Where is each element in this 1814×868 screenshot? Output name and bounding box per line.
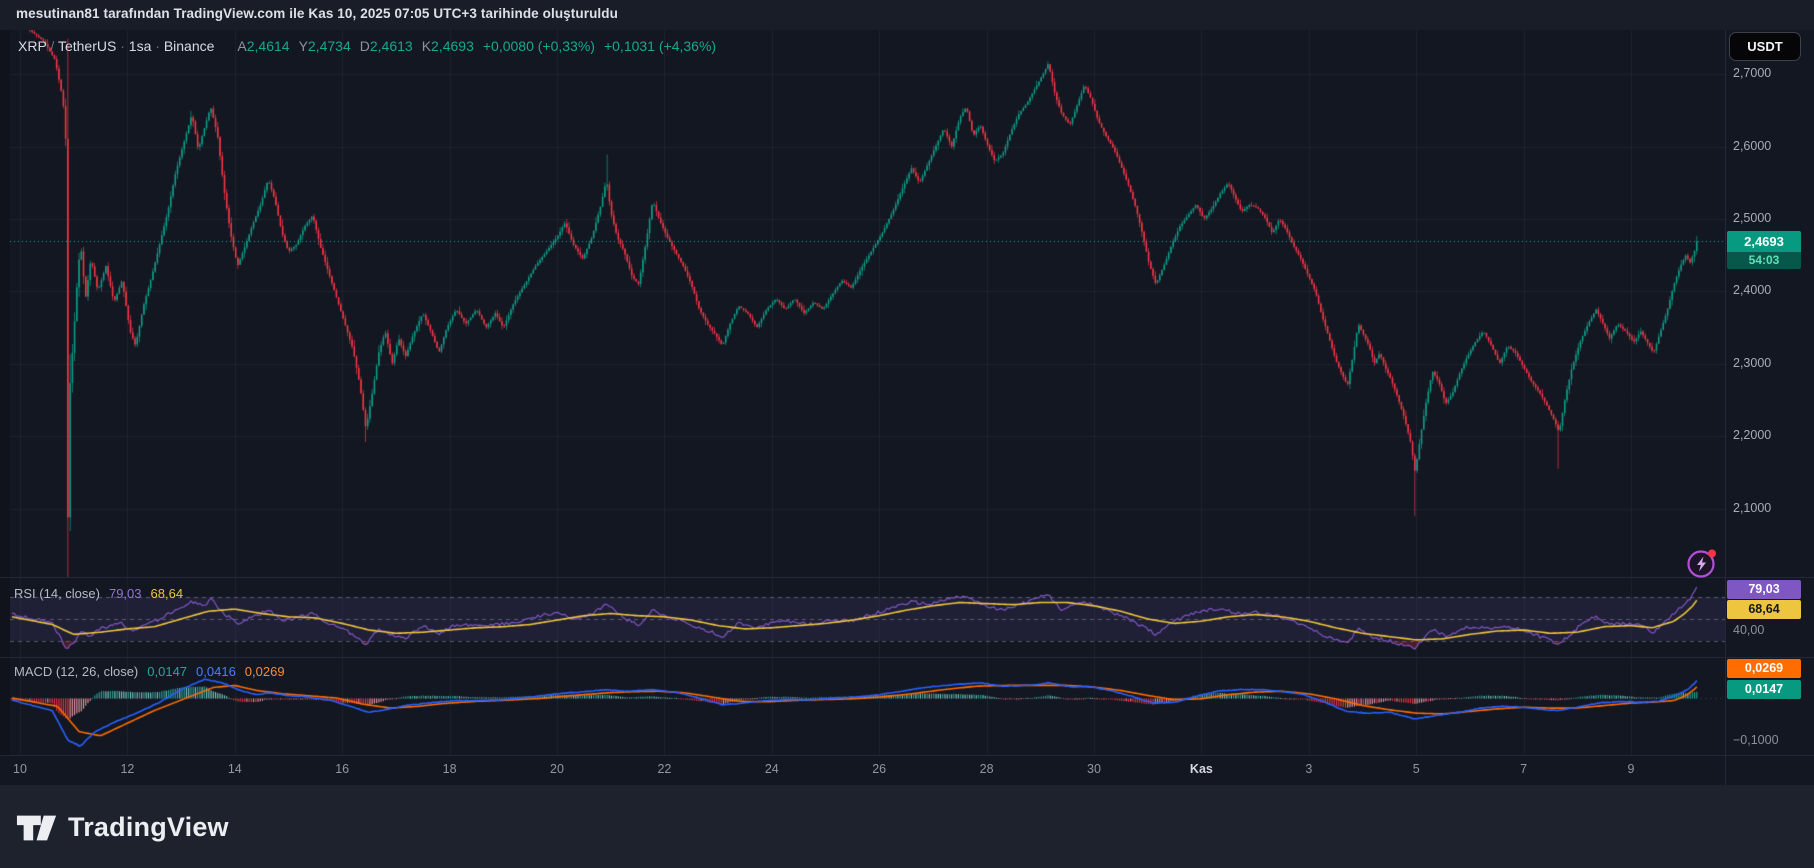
- time-axis-label: 30: [1064, 762, 1124, 776]
- time-axis-label: 5: [1386, 762, 1446, 776]
- price-axis-label: 2,5000: [1733, 211, 1811, 225]
- symbol-separator: ·: [151, 38, 163, 54]
- price-change: +0,1031 (+4,36%): [604, 38, 716, 54]
- attribution-text: mesutinan81 tarafından TradingView.com i…: [16, 6, 618, 21]
- time-axis-label: 16: [312, 762, 372, 776]
- footer-bar: TradingView: [0, 785, 1814, 868]
- price-axis-label: 2,3000: [1733, 356, 1811, 370]
- notification-dot: [1708, 550, 1716, 558]
- ohlc-value: 2,4614: [247, 38, 290, 54]
- macd-axis-label: −0,1000: [1733, 733, 1779, 747]
- rsi-legend-title: RSI (14, close): [14, 586, 100, 601]
- price-axis-label: 2,2000: [1733, 428, 1811, 442]
- indicator-value-badge: 0,0269: [1727, 659, 1801, 678]
- price-axis-label: 2,4000: [1733, 283, 1811, 297]
- macd-legend[interactable]: MACD (12, 26, close) 0,0147 0,0416 0,0269: [14, 664, 285, 679]
- time-axis-label: 12: [97, 762, 157, 776]
- indicator-value-badge: 0,0147: [1727, 680, 1801, 699]
- rsi-axis-label: 40,00: [1733, 623, 1764, 637]
- ohlc-value: 2,4734: [308, 38, 351, 54]
- current-price-badge: 2,4693 54:03: [1727, 231, 1801, 250]
- macd-legend-title: MACD (12, 26, close): [14, 664, 138, 679]
- currency-toggle-button[interactable]: USDT: [1729, 32, 1801, 61]
- legend-value: 0,0416: [196, 664, 236, 679]
- attribution-bar: mesutinan81 tarafından TradingView.com i…: [0, 0, 1814, 30]
- legend-value: 0,0147: [147, 664, 187, 679]
- symbol-info-bar[interactable]: XRP / TetherUS · 1sa · BinanceA2,4614Y2,…: [18, 38, 716, 56]
- legend-value: 0,0269: [245, 664, 285, 679]
- time-axis-label: 24: [742, 762, 802, 776]
- legend-value: 68,64: [151, 586, 184, 601]
- rsi-legend[interactable]: RSI (14, close) 79,03 68,64: [14, 586, 183, 601]
- indicator-value-badge: 79,03: [1727, 580, 1801, 599]
- symbol-separator: ·: [116, 38, 128, 54]
- tradingview-snapshot: mesutinan81 tarafından TradingView.com i…: [0, 0, 1814, 868]
- tradingview-logo[interactable]: TradingView: [16, 812, 229, 843]
- ohlc-label: Y: [299, 38, 308, 54]
- chart-canvas[interactable]: [10, 30, 1725, 755]
- ohlc-label: K: [422, 38, 431, 54]
- symbol-title-part: XRP: [18, 38, 47, 54]
- time-axis-label: 3: [1279, 762, 1339, 776]
- time-axis-label: 20: [527, 762, 587, 776]
- symbol-title-part: 1sa: [129, 38, 152, 54]
- time-axis-label: 10: [0, 762, 50, 776]
- price-change: +0,0080 (+0,33%): [483, 38, 595, 54]
- ohlc-label: D: [360, 38, 370, 54]
- time-axis-label: 14: [205, 762, 265, 776]
- time-axis-label: 28: [957, 762, 1017, 776]
- legend-value: 79,03: [109, 586, 142, 601]
- pane-separator-rsi-macd[interactable]: [0, 657, 1814, 658]
- tradingview-logo-icon: [16, 813, 58, 843]
- bar-countdown: 54:03: [1727, 252, 1801, 269]
- time-axis[interactable]: 10 12 14 16 18 20 22 24 26 28 30 Kas 3 5 7 9: [0, 755, 1814, 785]
- ohlc-value: 2,4613: [370, 38, 413, 54]
- price-axis-label: 2,7000: [1733, 66, 1811, 80]
- time-axis-label: 22: [634, 762, 694, 776]
- price-axis-label: 2,6000: [1733, 139, 1811, 153]
- ohlc-label: A: [237, 38, 246, 54]
- left-margin-strip: [0, 30, 10, 785]
- price-axis-label: 2,1000: [1733, 501, 1811, 515]
- symbol-title-part: TetherUS: [58, 38, 116, 54]
- price-scale-separator: [1725, 30, 1726, 785]
- symbol-separator: /: [47, 38, 58, 54]
- symbol-title-part: Binance: [164, 38, 215, 54]
- time-axis-label: Kas: [1171, 762, 1231, 776]
- ohlc-value: 2,4693: [431, 38, 474, 54]
- flash-promo-icon[interactable]: [1686, 547, 1718, 579]
- time-axis-label: 7: [1494, 762, 1554, 776]
- tradingview-logo-text: TradingView: [68, 812, 229, 843]
- time-axis-label: 9: [1601, 762, 1661, 776]
- pane-separator-macd-timeaxis: [0, 755, 1814, 756]
- indicator-value-badge: 68,64: [1727, 600, 1801, 619]
- current-price-value: 2,4693: [1727, 231, 1801, 252]
- time-axis-label: 18: [420, 762, 480, 776]
- time-axis-label: 26: [849, 762, 909, 776]
- pane-separator-main-rsi[interactable]: [0, 577, 1814, 578]
